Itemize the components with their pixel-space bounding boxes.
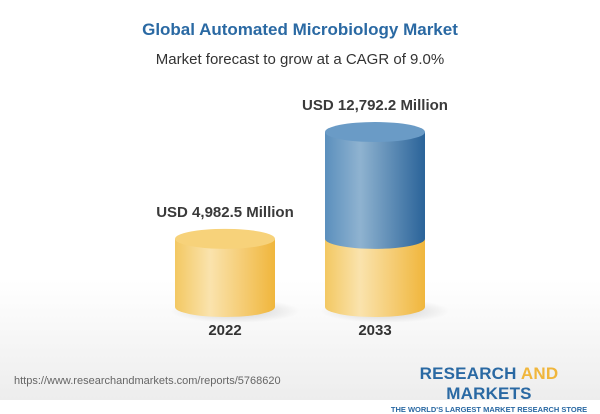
category-label: 2022 xyxy=(208,322,241,339)
cylinder-top xyxy=(325,122,425,142)
cylinder-top xyxy=(175,228,275,249)
data-label: USD 4,982.5 Million xyxy=(156,204,294,221)
cylinder-growth-segment xyxy=(325,132,425,249)
chart-subtitle: Market forecast to grow at a CAGR of 9.0… xyxy=(155,51,445,68)
research-and-markets-logo: RESEARCH AND MARKETS THE WORLD'S LARGEST… xyxy=(390,364,588,414)
cylinder-base-segment xyxy=(175,238,275,317)
cylinder-chart: USD 4,982.5 Million 2022 USD 12,792.2 Mill… xyxy=(156,97,450,339)
data-label: USD 12,792.2 Million xyxy=(302,97,448,114)
chart-title: Global Automated Microbiology Market xyxy=(142,20,458,39)
category-label: 2033 xyxy=(358,322,391,339)
cylinder-base-segment xyxy=(325,238,425,317)
source-url[interactable]: https://www.researchandmarkets.com/repor… xyxy=(14,375,281,387)
